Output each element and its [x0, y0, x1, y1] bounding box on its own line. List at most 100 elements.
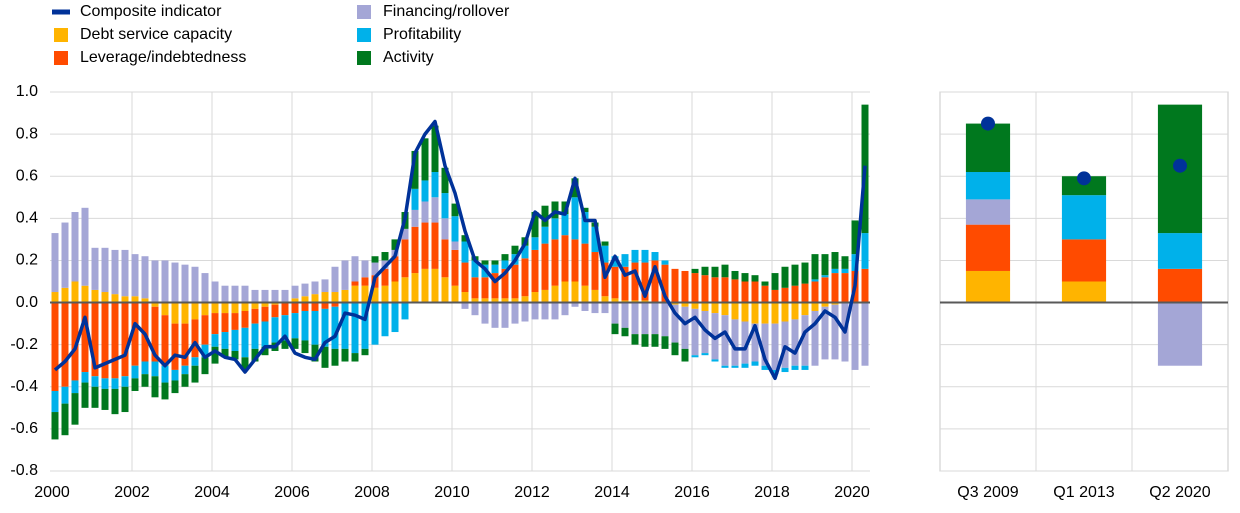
bar-segment — [965, 224, 1011, 271]
bar-segment — [201, 302, 209, 316]
bar-segment — [441, 193, 449, 219]
bar-segment — [431, 268, 439, 303]
bar-segment — [821, 277, 829, 303]
bar-segment — [521, 245, 529, 259]
bar-segment — [201, 273, 209, 303]
bar-segment — [261, 302, 269, 307]
bar-segment — [601, 262, 609, 297]
bar-segment — [261, 321, 269, 347]
y-tick-label: -0.8 — [10, 462, 38, 479]
bar-segment — [401, 277, 409, 303]
y-tick-label: 0.8 — [16, 125, 38, 142]
bar-segment — [581, 207, 589, 213]
bar-segment — [281, 289, 289, 303]
bar-segment — [591, 289, 599, 303]
bar-segment — [441, 277, 449, 303]
legend-swatch — [357, 28, 371, 42]
bar-segment — [641, 334, 649, 347]
bar-segment — [71, 302, 79, 381]
bar-segment — [441, 239, 449, 278]
x-tick-label: 2018 — [754, 484, 790, 501]
composite-dot — [1173, 158, 1187, 173]
bar-segment — [811, 279, 819, 282]
bar-segment — [111, 249, 119, 295]
bar-segment — [211, 313, 219, 335]
bar-segment — [641, 300, 649, 303]
bar-segment — [411, 273, 419, 303]
bar-segment — [61, 222, 69, 288]
bar-segment — [1157, 302, 1203, 366]
bar-segment — [621, 327, 629, 337]
bar-segment — [101, 247, 109, 293]
bar-segment — [831, 304, 839, 360]
bar-segment — [861, 302, 869, 366]
bar-segment — [181, 365, 189, 375]
bar-segment — [431, 172, 439, 198]
bar-segment — [771, 289, 779, 303]
bar-segment — [471, 277, 479, 299]
bar-segment — [181, 323, 189, 366]
bar-segment — [371, 256, 379, 263]
bar-segment — [421, 268, 429, 303]
y-tick-label: 0.4 — [16, 210, 38, 227]
bar-segment — [251, 302, 259, 309]
bar-segment — [481, 302, 489, 324]
bar-segment — [411, 150, 419, 189]
bar-segment — [831, 273, 839, 303]
bar-segment — [711, 302, 719, 314]
bar-segment — [581, 302, 589, 311]
bar-segment — [571, 178, 579, 198]
bar-segment — [1157, 233, 1203, 269]
bar-segment — [351, 353, 359, 362]
bar-segment — [1061, 195, 1107, 240]
bar-segment — [581, 285, 589, 303]
bar-segment — [361, 260, 369, 278]
bar-segment — [801, 283, 809, 303]
bar-segment — [331, 266, 339, 293]
y-tick-label: 0.2 — [16, 252, 38, 269]
bar-segment — [721, 264, 729, 278]
bar-segment — [561, 302, 569, 316]
bar-segment — [91, 302, 99, 377]
bar-segment — [51, 302, 59, 391]
bar-segment — [81, 207, 89, 286]
bar-segment — [501, 268, 509, 299]
bar-segment — [691, 355, 699, 358]
bar-segment — [701, 266, 709, 276]
bar-segment — [781, 266, 789, 288]
bar-segment — [141, 256, 149, 299]
bar-segment — [581, 243, 589, 286]
bar-segment — [181, 264, 189, 303]
bar-segment — [821, 306, 829, 360]
bar-segment — [191, 357, 199, 366]
bar-segment — [451, 203, 459, 217]
bar-segment — [171, 302, 179, 324]
bar-segment — [251, 348, 259, 362]
y-tick-label: -0.6 — [10, 420, 38, 437]
bar-segment — [191, 266, 199, 303]
bar-segment — [791, 319, 799, 366]
bar-segment — [151, 302, 159, 307]
bar-segment — [761, 281, 769, 286]
bar-segment — [231, 302, 239, 314]
bar-segment — [801, 262, 809, 284]
bar-segment — [391, 281, 399, 303]
bar-segment — [651, 252, 659, 261]
bar-segment — [271, 317, 279, 343]
bar-segment — [621, 302, 629, 328]
bar-segment — [965, 172, 1011, 200]
bar-segment — [141, 298, 149, 303]
bar-segment — [1061, 239, 1107, 282]
bar-segment — [171, 262, 179, 303]
bar-segment — [351, 256, 359, 282]
bar-segment — [591, 252, 599, 290]
x-tick-label: 2016 — [674, 484, 710, 501]
bar-segment — [281, 340, 289, 349]
y-tick-label: 0.0 — [16, 294, 38, 311]
x-tick-label: 2006 — [274, 484, 310, 501]
bar-segment — [61, 403, 69, 436]
bar-segment — [521, 296, 529, 303]
bar-segment — [171, 380, 179, 394]
bar-segment — [221, 285, 229, 303]
bar-segment — [681, 270, 689, 303]
